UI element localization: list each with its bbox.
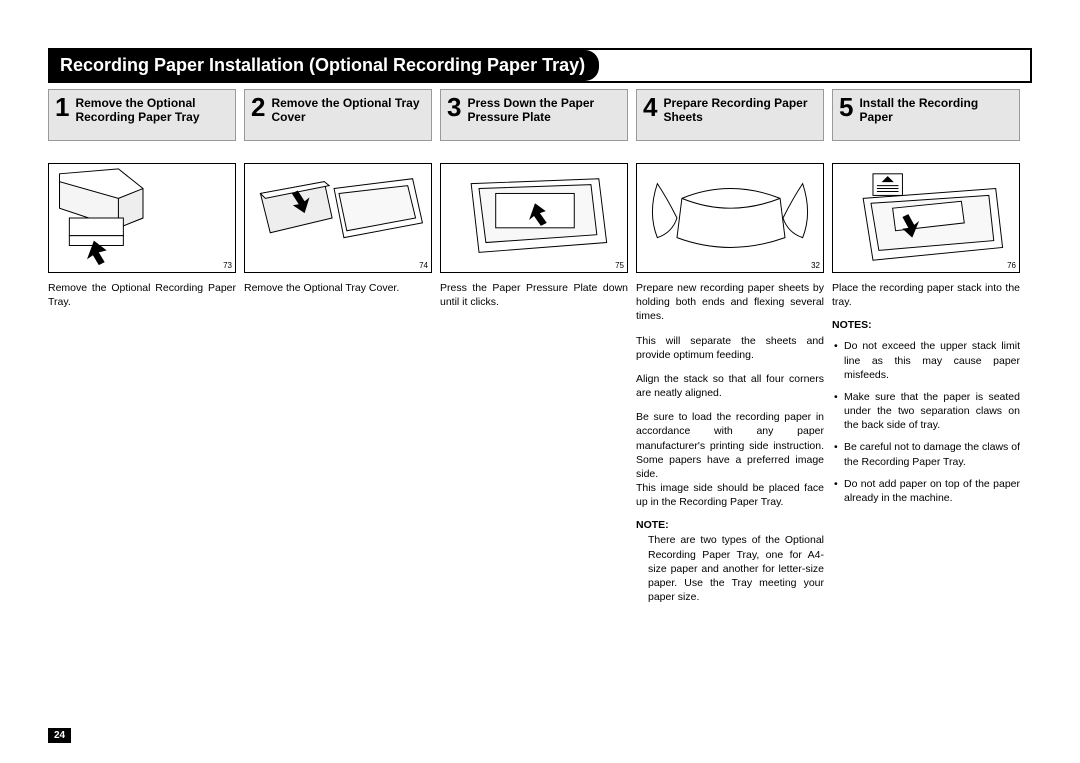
note-item: Make sure that the paper is seated under…: [832, 390, 1020, 433]
step-number: 3: [447, 94, 461, 120]
step-number: 4: [643, 94, 657, 120]
page-number: 24: [48, 728, 71, 743]
section-title: Recording Paper Installation (Optional R…: [50, 50, 599, 81]
step-body: Prepare new recording paper sheets by ho…: [636, 273, 824, 509]
note-heading: NOTE:: [636, 519, 824, 531]
step-header: 4 Prepare Recording Paper Sheets: [636, 89, 824, 141]
step-1: 1 Remove the Optional Recording Paper Tr…: [48, 89, 236, 604]
step-header: 2 Remove the Optional Tray Cover: [244, 89, 432, 141]
step-title: Install the Recording Paper: [859, 96, 1013, 125]
step-2: 2 Remove the Optional Tray Cover 74: [244, 89, 432, 604]
note-item: Do not exceed the upper stack limit line…: [832, 339, 1020, 382]
paragraph: Be sure to load the recording paper in a…: [636, 410, 824, 481]
step-caption: Remove the Optional Recording Paper Tray…: [48, 281, 236, 309]
step-illustration: 32: [636, 163, 824, 273]
section-title-bar: Recording Paper Installation (Optional R…: [48, 48, 1032, 83]
step-title: Remove the Optional Tray Cover: [271, 96, 425, 125]
step-illustration: 76: [832, 163, 1020, 273]
note-text: There are two types of the Optional Reco…: [636, 533, 824, 604]
step-caption: Press the Paper Pressure Plate down unti…: [440, 281, 628, 309]
step-number: 1: [55, 94, 69, 120]
notes-heading: NOTES:: [832, 319, 1020, 331]
step-illustration: 74: [244, 163, 432, 273]
figure-number: 32: [811, 261, 820, 270]
figure-number: 76: [1007, 261, 1016, 270]
step-5: 5 Install the Recording Paper: [832, 89, 1020, 604]
paragraph: This will separate the sheets and provid…: [636, 334, 824, 362]
step-caption: Remove the Optional Tray Cover.: [244, 281, 432, 295]
step-header: 3 Press Down the Paper Pressure Plate: [440, 89, 628, 141]
step-caption: Place the recording paper stack into the…: [832, 281, 1020, 309]
figure-number: 73: [223, 261, 232, 270]
figure-number: 74: [419, 261, 428, 270]
step-illustration: 75: [440, 163, 628, 273]
step-number: 2: [251, 94, 265, 120]
step-illustration: 73: [48, 163, 236, 273]
steps-row: 1 Remove the Optional Recording Paper Tr…: [48, 89, 1032, 604]
paragraph: Align the stack so that all four corners…: [636, 372, 824, 400]
paragraph: This image side should be placed face up…: [636, 481, 824, 509]
step-header: 1 Remove the Optional Recording Paper Tr…: [48, 89, 236, 141]
figure-number: 75: [615, 261, 624, 270]
notes-list: Do not exceed the upper stack limit line…: [832, 331, 1020, 505]
step-title: Press Down the Paper Pressure Plate: [467, 96, 621, 125]
step-3: 3 Press Down the Paper Pressure Plate 75…: [440, 89, 628, 604]
step-number: 5: [839, 94, 853, 120]
step-header: 5 Install the Recording Paper: [832, 89, 1020, 141]
step-title: Remove the Optional Recording Paper Tray: [75, 96, 229, 125]
step-4: 4 Prepare Recording Paper Sheets 32 Prep…: [636, 89, 824, 604]
paragraph: Prepare new recording paper sheets by ho…: [636, 281, 824, 324]
note-item: Be careful not to damage the claws of th…: [832, 440, 1020, 468]
note-item: Do not add paper on top of the paper alr…: [832, 477, 1020, 505]
step-title: Prepare Recording Paper Sheets: [663, 96, 817, 125]
